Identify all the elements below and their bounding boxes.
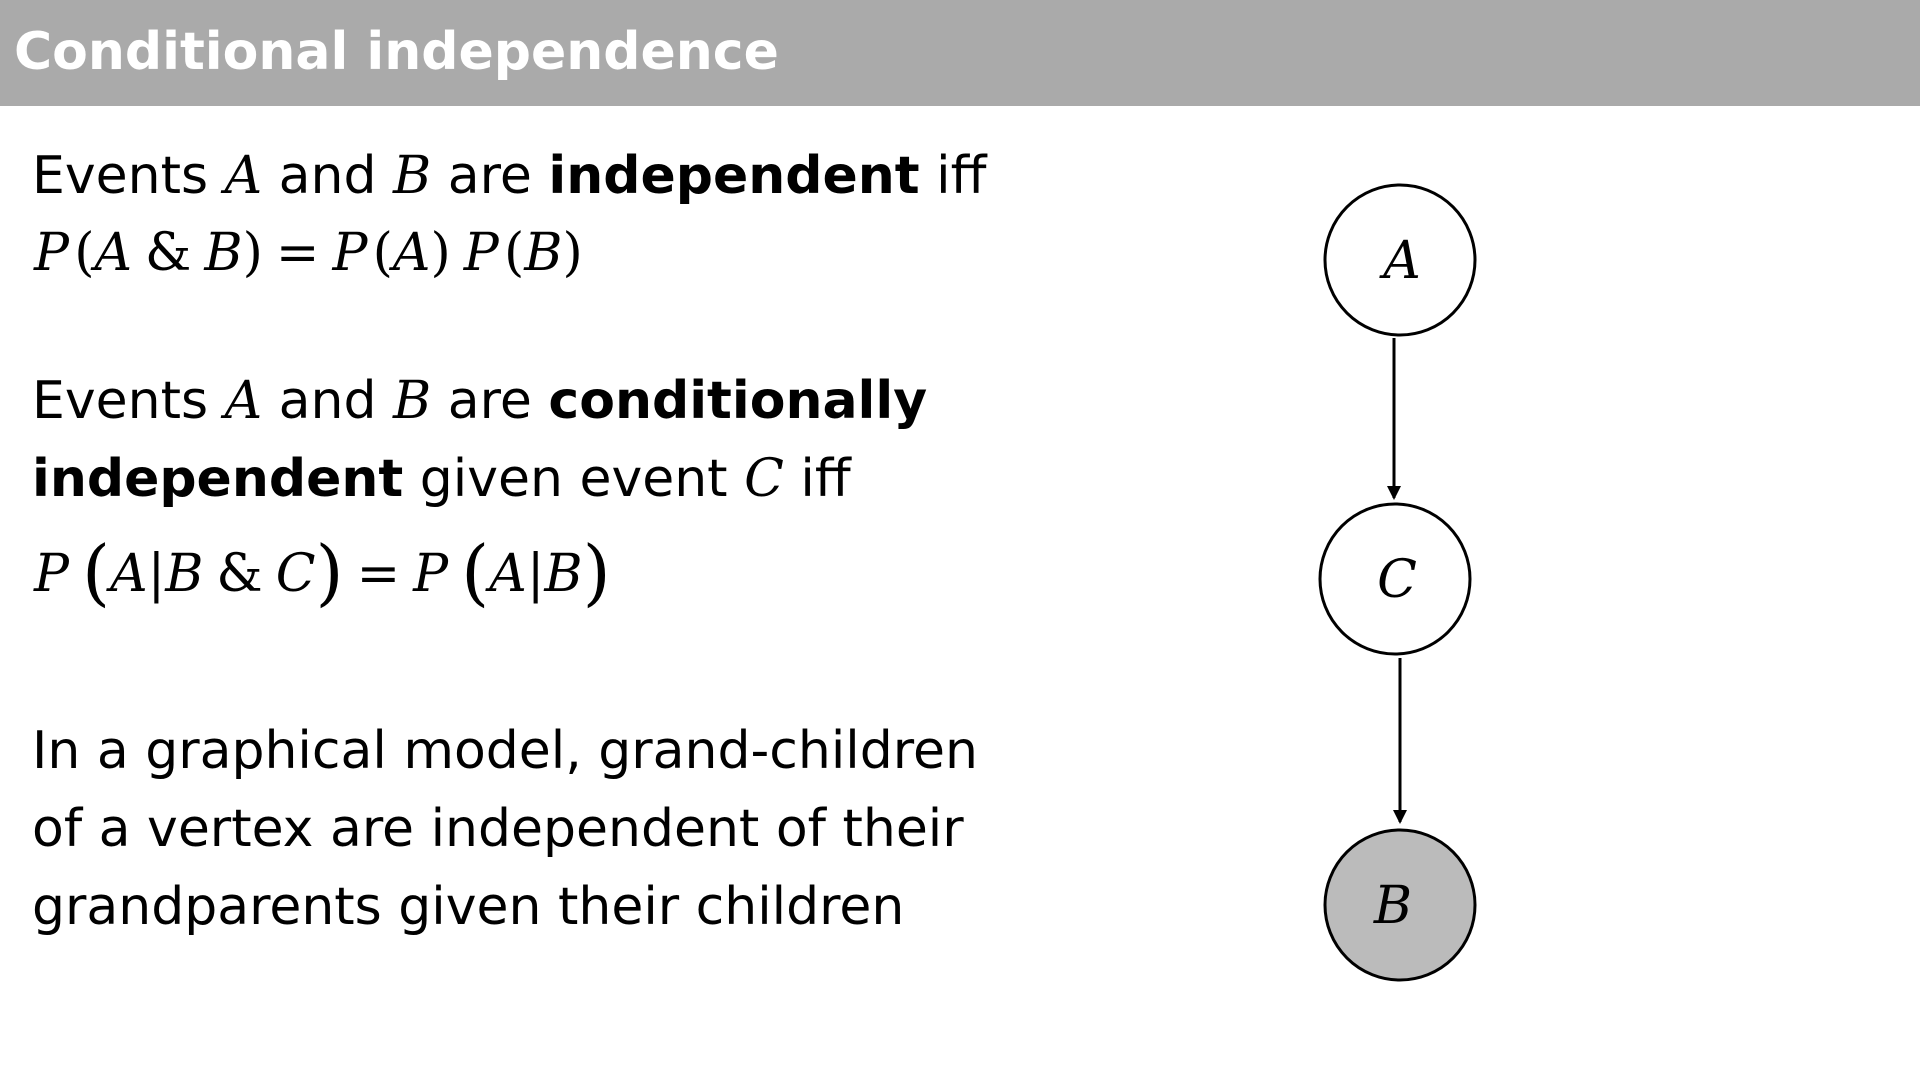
var-c: C	[275, 544, 316, 604]
var-a: A	[94, 223, 133, 283]
node-b-label: B	[1373, 876, 1412, 936]
var-b: B	[524, 223, 563, 283]
statement-line: In a graphical model, grand-children	[32, 721, 978, 781]
prob-p: P	[34, 223, 69, 283]
bold-term-independent: independent	[548, 146, 920, 206]
text: Events	[32, 146, 225, 206]
node-b-observed: B	[1323, 828, 1477, 982]
paren: (	[74, 223, 95, 283]
math-var-b: B	[393, 146, 432, 206]
bold-term-conditionally: conditionally	[548, 371, 928, 431]
slide-title: Conditional independence	[14, 22, 779, 82]
var-b: B	[204, 223, 243, 283]
var-a: A	[392, 223, 431, 283]
text: are	[431, 371, 549, 431]
given-bar: |	[147, 544, 166, 604]
equals: =	[356, 544, 401, 604]
independence-formula: P (A & B) = P (A) P (B)	[34, 217, 583, 289]
bold-term-independent: independent	[32, 449, 404, 509]
big-paren: )	[582, 530, 611, 614]
var-a: A	[110, 544, 148, 604]
math-var-c: C	[744, 449, 784, 509]
title-bar: Conditional independence	[0, 0, 1920, 106]
conditional-independence-definition: Events A and B are conditionally independ…	[32, 362, 927, 518]
text: iff	[919, 146, 987, 206]
node-c-label: C	[1377, 550, 1417, 610]
node-a: A	[1323, 183, 1477, 337]
prob-p: P	[413, 544, 449, 604]
paren: (	[372, 223, 393, 283]
text: iff	[783, 449, 851, 509]
text: given event	[403, 449, 745, 509]
independence-definition: Events A and B are independent iff	[32, 137, 986, 215]
text: and	[262, 371, 394, 431]
big-paren: (	[461, 530, 490, 614]
node-a-label: A	[1379, 231, 1421, 291]
prob-p: P	[34, 544, 69, 604]
text: Events	[32, 371, 225, 431]
paren: )	[242, 223, 263, 283]
graphical-model-statement: In a graphical model, grand-children of a…	[32, 712, 978, 946]
math-var-b: B	[393, 371, 432, 431]
given-bar: |	[526, 544, 545, 604]
paren: (	[503, 223, 525, 283]
ampersand: &	[145, 223, 192, 283]
equals: =	[275, 223, 320, 283]
statement-line: grandparents given their children	[32, 877, 905, 937]
node-c: C	[1318, 502, 1472, 656]
conditional-independence-formula: P (A|B & C) = P (A|B)	[34, 536, 611, 610]
var-b: B	[544, 544, 583, 604]
big-paren: (	[82, 530, 111, 614]
prob-p: P	[463, 223, 499, 283]
paren: )	[430, 223, 451, 283]
var-a: A	[489, 544, 527, 604]
var-b: B	[165, 544, 204, 604]
big-paren: )	[315, 530, 344, 614]
statement-line: of a vertex are independent of their	[32, 799, 964, 859]
text: and	[262, 146, 394, 206]
text: are	[431, 146, 549, 206]
math-var-a: A	[224, 146, 263, 206]
paren: )	[562, 223, 583, 283]
math-var-a: A	[224, 371, 263, 431]
prob-p: P	[332, 223, 368, 283]
ampersand: &	[216, 544, 263, 604]
